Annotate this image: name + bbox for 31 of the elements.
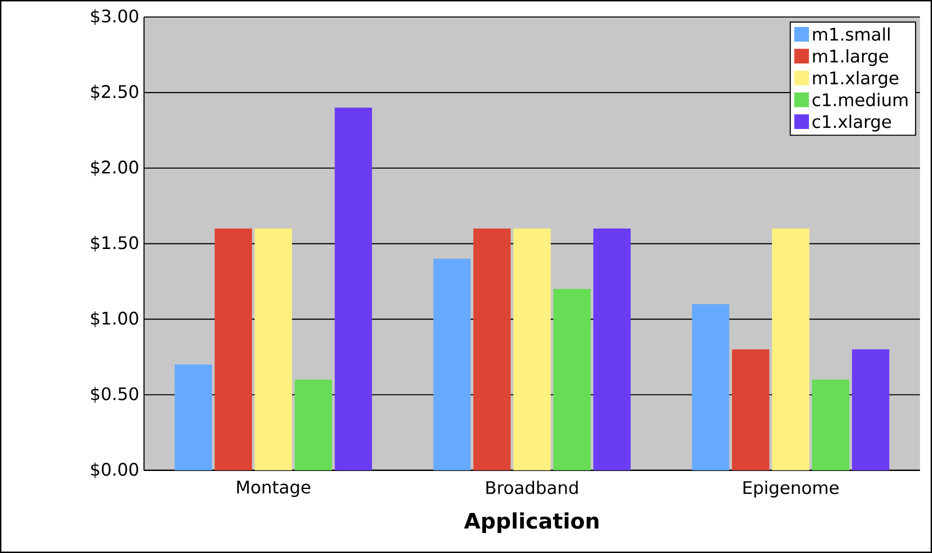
bar bbox=[174, 364, 212, 470]
bar bbox=[772, 228, 810, 470]
legend-label: m1.xlarge bbox=[813, 71, 898, 88]
bar bbox=[473, 228, 511, 470]
bar bbox=[334, 108, 372, 470]
y-tick-label: $2.00 bbox=[91, 160, 138, 176]
bar bbox=[692, 304, 730, 470]
x-tick-label: Broadband bbox=[486, 480, 578, 494]
legend-label: m1.large bbox=[813, 49, 888, 66]
bar bbox=[593, 228, 631, 470]
y-tick-label: $3.00 bbox=[91, 9, 138, 25]
x-axis-title: Application bbox=[464, 512, 598, 533]
y-tick-label: $1.00 bbox=[91, 311, 138, 328]
bar bbox=[852, 349, 890, 470]
bar bbox=[214, 228, 252, 470]
x-tick-label: Montage bbox=[237, 480, 310, 497]
y-tick-label: $0.50 bbox=[91, 386, 138, 403]
y-tick-label: $0.00 bbox=[91, 462, 138, 478]
bar bbox=[433, 258, 471, 470]
bar bbox=[513, 228, 551, 470]
legend-label: c1.xlarge bbox=[812, 114, 891, 132]
bar bbox=[812, 380, 850, 470]
legend-label: c1.medium bbox=[812, 92, 908, 106]
bar bbox=[553, 288, 591, 470]
y-tick-label: $2.50 bbox=[91, 84, 138, 100]
bar bbox=[254, 228, 292, 470]
legend-label: m1.small bbox=[813, 27, 890, 41]
bar bbox=[732, 349, 770, 470]
bar bbox=[294, 380, 332, 470]
x-tick-label: Epigenome bbox=[744, 480, 839, 498]
y-tick-label: $1.50 bbox=[91, 236, 138, 252]
